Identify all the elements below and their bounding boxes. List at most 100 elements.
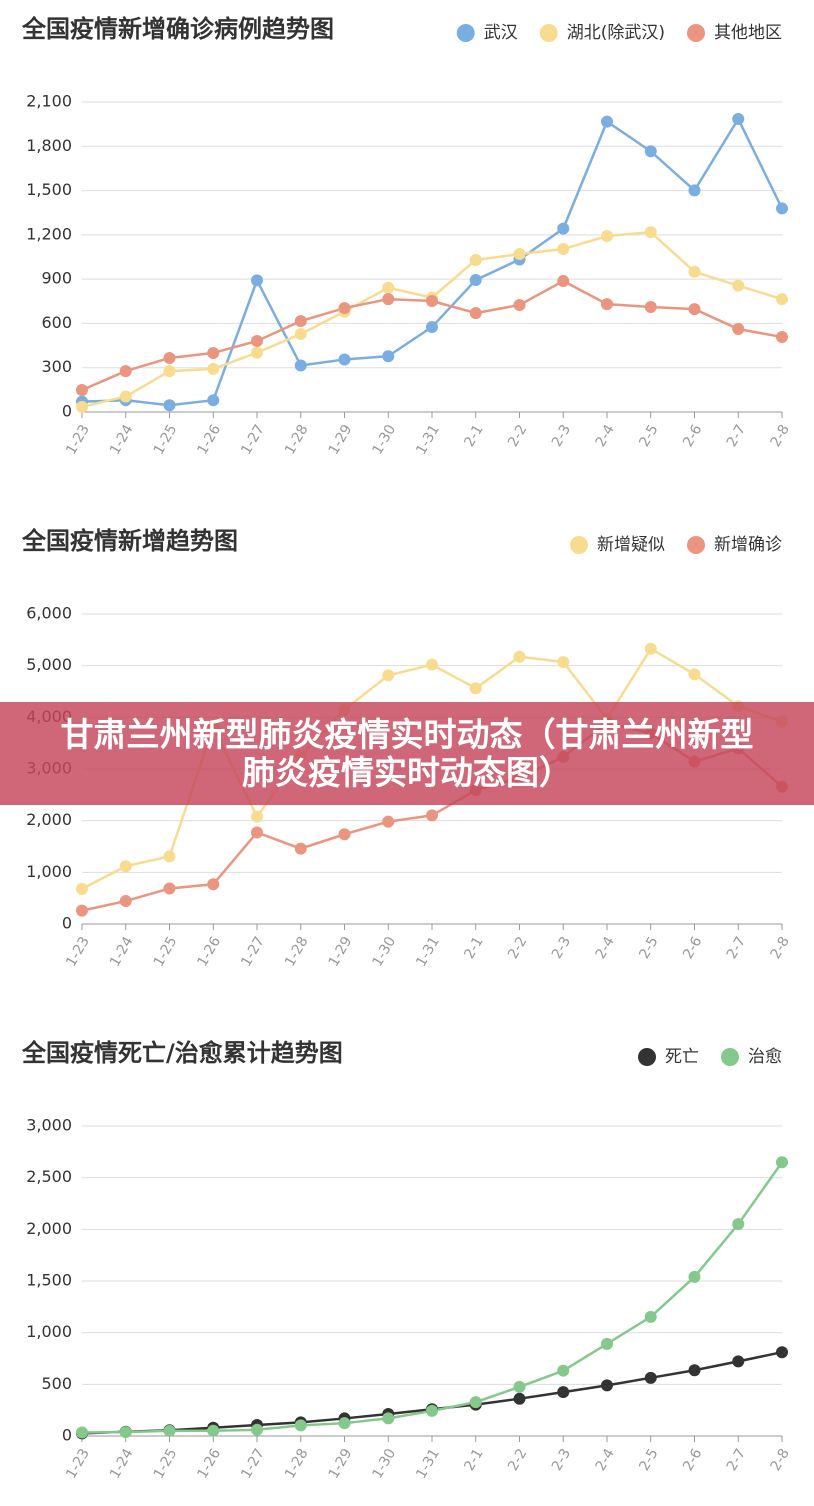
- y-tick-label: 2,500: [26, 1167, 72, 1186]
- chart-title: 全国疫情新增趋势图: [21, 527, 238, 555]
- x-tick-label: 1-25: [151, 422, 181, 458]
- data-point: [776, 1156, 788, 1169]
- data-point: [76, 384, 88, 397]
- series-line: [81, 230, 783, 409]
- data-point: [557, 655, 570, 668]
- chart-title: 全国疫情新增确诊病例趋势图: [21, 15, 334, 43]
- data-point: [251, 274, 263, 287]
- x-tick-label: 2-6: [680, 934, 705, 962]
- x-tick-label: 1-30: [369, 934, 399, 970]
- x-tick-label: 2-2: [505, 422, 530, 450]
- data-point: [732, 112, 745, 125]
- data-point: [732, 323, 745, 336]
- data-point: [426, 294, 438, 307]
- data-point: [776, 331, 788, 344]
- x-tick-label: 1-26: [194, 934, 224, 970]
- x-tick-label: 2-7: [724, 934, 749, 962]
- data-point: [251, 346, 263, 359]
- data-point: [163, 351, 176, 364]
- data-point: [557, 1386, 570, 1399]
- x-tick-label: 1-29: [326, 1446, 356, 1482]
- data-point: [382, 669, 395, 682]
- data-point: [469, 307, 482, 320]
- x-tick-label: 2-1: [461, 1446, 486, 1474]
- x-tick-label: 2-5: [636, 1446, 661, 1474]
- y-tick-label: 1,200: [26, 224, 72, 243]
- x-tick-label: 2-4: [593, 934, 618, 962]
- data-point: [294, 842, 307, 855]
- data-point: [469, 682, 482, 695]
- data-point: [732, 1218, 745, 1231]
- legend-label: 新增确诊: [714, 535, 782, 555]
- x-tick-label: 2-5: [636, 422, 661, 450]
- data-point: [513, 1380, 526, 1393]
- banner: 甘肃兰州新型肺炎疫情实时动态（甘肃兰州新型肺炎疫情实时动态图）: [0, 702, 814, 805]
- data-point: [76, 1426, 88, 1439]
- data-point: [776, 202, 788, 215]
- data-point: [644, 226, 657, 239]
- data-point: [76, 400, 88, 413]
- y-tick-label: 5,000: [26, 655, 72, 674]
- x-tick-label: 1-29: [326, 934, 356, 970]
- data-point: [469, 1396, 482, 1409]
- data-point: [557, 243, 570, 256]
- x-tick-label: 1-24: [107, 1446, 137, 1482]
- x-tick-label: 1-25: [151, 1446, 181, 1482]
- data-point: [644, 642, 657, 655]
- data-point: [119, 365, 132, 378]
- y-tick-label: 600: [41, 313, 72, 332]
- data-point: [601, 115, 613, 128]
- data-point: [513, 298, 526, 311]
- legend-marker: [687, 24, 705, 42]
- data-point: [119, 860, 132, 873]
- series-line: [81, 1161, 784, 1434]
- data-point: [382, 293, 395, 306]
- data-point: [207, 1424, 220, 1437]
- y-tick-label: 2,100: [26, 92, 72, 111]
- x-tick-label: 2-2: [505, 934, 530, 962]
- legend-marker: [456, 24, 475, 42]
- x-tick-label: 1-27: [238, 422, 268, 458]
- data-point: [382, 350, 395, 363]
- x-tick-label: 2-8: [768, 1446, 793, 1474]
- x-tick-label: 2-4: [593, 422, 618, 450]
- data-point: [338, 1417, 351, 1430]
- data-point: [76, 904, 88, 917]
- x-tick-label: 1-30: [369, 1446, 399, 1482]
- data-point: [251, 810, 263, 823]
- data-point: [294, 359, 307, 372]
- series-line: [81, 1350, 783, 1435]
- legend-label: 湖北(除武汉): [567, 23, 665, 43]
- x-tick-label: 2-7: [724, 422, 749, 450]
- x-tick-label: 1-26: [194, 422, 224, 458]
- data-point: [601, 1379, 613, 1392]
- data-point: [688, 265, 701, 278]
- series-line: [81, 116, 784, 407]
- data-point: [732, 1355, 745, 1368]
- y-tick-label: 1,000: [26, 1322, 72, 1341]
- data-point: [251, 1423, 263, 1436]
- data-point: [207, 362, 220, 375]
- x-tick-label: 2-1: [461, 422, 486, 450]
- y-tick-label: 500: [41, 1374, 72, 1393]
- y-tick-label: 2,000: [26, 810, 72, 829]
- x-tick-label: 1-28: [282, 934, 312, 970]
- x-tick-label: 2-8: [768, 422, 793, 450]
- x-tick-label: 2-4: [593, 1446, 618, 1474]
- data-point: [382, 1412, 395, 1425]
- legend-marker: [687, 536, 705, 554]
- data-point: [644, 145, 657, 158]
- x-tick-label: 1-29: [326, 422, 356, 458]
- data-point: [294, 315, 307, 328]
- x-tick-label: 2-3: [549, 934, 574, 962]
- y-tick-label: 1,500: [26, 180, 72, 199]
- data-point: [426, 1404, 438, 1417]
- x-tick-label: 1-27: [238, 934, 268, 970]
- y-tick-label: 2,000: [26, 1219, 72, 1238]
- x-tick-label: 1-27: [238, 1446, 268, 1482]
- data-point: [119, 390, 132, 403]
- data-point: [688, 668, 701, 681]
- data-point: [294, 328, 307, 341]
- banner-text: 甘肃兰州新型肺炎疫情实时动态（甘肃兰州新型肺炎疫情实时动态图）: [60, 714, 754, 792]
